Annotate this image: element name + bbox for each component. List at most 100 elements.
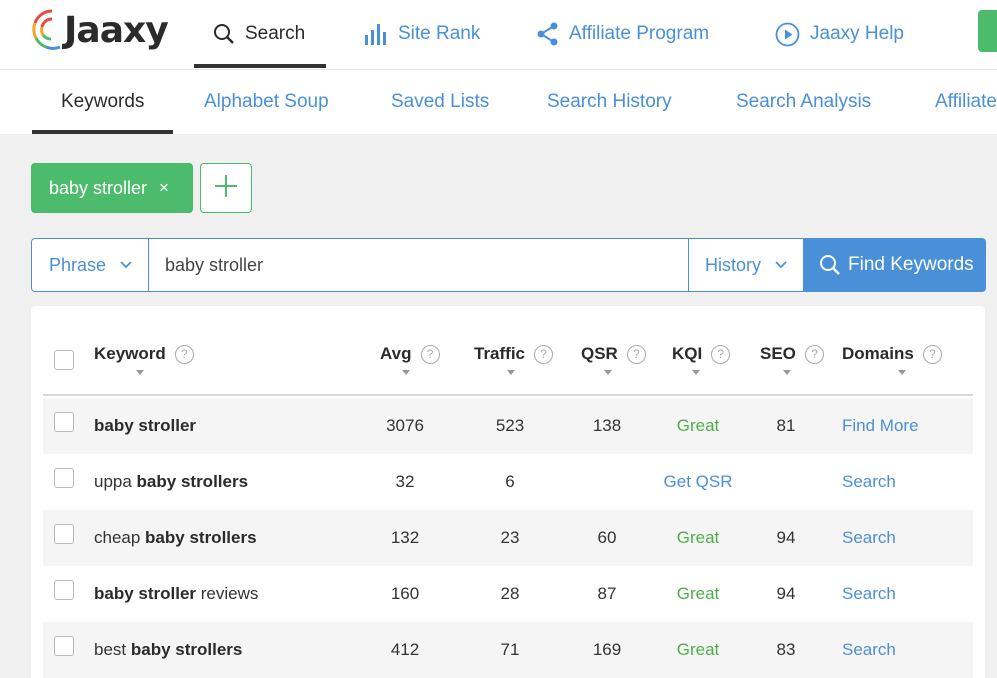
help-icon[interactable]: ?	[420, 344, 440, 364]
domains-link[interactable]: Search	[842, 584, 896, 603]
nav-jaaxy-help-label: Jaaxy Help	[810, 23, 904, 44]
jaaxy-logo[interactable]: Jaaxy	[30, 4, 169, 54]
col-avg-label: Avg	[380, 344, 412, 363]
keyword-tag[interactable]: baby stroller ×	[31, 163, 193, 213]
col-seo[interactable]: SEO ?	[760, 344, 824, 364]
find-keywords-label: Find Keywords	[848, 254, 974, 275]
nav-jaaxy-help[interactable]: Jaaxy Help	[775, 0, 904, 68]
tab-active-indicator	[32, 130, 173, 134]
keyword-cell[interactable]: baby stroller reviews	[94, 566, 258, 622]
row-checkbox[interactable]	[54, 524, 74, 544]
help-icon[interactable]: ?	[626, 344, 646, 364]
domains-link[interactable]: Find More	[842, 416, 919, 435]
chevron-down-icon	[120, 261, 132, 269]
history-label: History	[705, 254, 762, 275]
sort-icon[interactable]	[136, 370, 144, 375]
upgrade-button[interactable]	[978, 10, 997, 52]
help-icon[interactable]: ?	[174, 344, 194, 364]
history-dropdown[interactable]: History	[688, 239, 802, 291]
seo-value: 94	[776, 584, 796, 603]
search-icon	[819, 254, 841, 276]
play-circle-icon	[775, 22, 800, 47]
col-qsr-label: QSR	[581, 344, 618, 363]
tab-search-history[interactable]: Search History	[547, 91, 672, 112]
table-row[interactable]: cheap baby strollers 132 23 60 Great 94 …	[43, 510, 973, 566]
help-icon[interactable]: ?	[534, 344, 554, 364]
match-type-label: Phrase	[49, 254, 107, 275]
sort-icon[interactable]	[402, 370, 410, 375]
nav-affiliate-program[interactable]: Affiliate Program	[537, 0, 709, 68]
row-checkbox[interactable]	[54, 580, 74, 600]
get-qsr-link[interactable]: Get QSR	[663, 472, 733, 491]
keyword-match: baby strollers	[145, 528, 257, 547]
sort-icon[interactable]	[783, 370, 791, 375]
seo-value	[756, 454, 816, 510]
nav-search-label: Search	[245, 23, 306, 44]
keyword-match: baby stroller	[94, 584, 197, 603]
row-checkbox[interactable]	[54, 636, 74, 656]
avg-value: 3076	[386, 416, 424, 435]
domains-link[interactable]: Search	[842, 472, 896, 491]
keyword-match: baby strollers	[130, 640, 243, 659]
kqi-value: Great	[676, 416, 720, 435]
help-icon[interactable]: ?	[804, 344, 824, 364]
qsr-value: 138	[592, 416, 622, 435]
table-row[interactable]: best baby strollers 412 71 169 Great 83 …	[43, 622, 973, 678]
col-kqi-label: KQI	[672, 344, 703, 363]
avg-value: 32	[395, 472, 415, 491]
bar-chart-icon	[364, 23, 388, 45]
nav-active-indicator	[194, 64, 326, 68]
plus-icon	[213, 173, 239, 204]
close-icon[interactable]: ×	[159, 178, 169, 197]
tab-alphabet-soup[interactable]: Alphabet Soup	[204, 91, 329, 112]
avg-value: 132	[390, 528, 420, 547]
qsr-value: 169	[592, 640, 622, 659]
logo-text: Jaaxy	[64, 9, 169, 51]
keyword-cell[interactable]: uppa baby strollers	[94, 454, 248, 510]
col-keyword[interactable]: Keyword ?	[94, 344, 194, 364]
col-domains[interactable]: Domains ?	[842, 344, 942, 364]
table-row[interactable]: baby stroller reviews 160 28 87 Great 94…	[43, 566, 973, 622]
row-checkbox[interactable]	[54, 412, 74, 432]
tab-saved-lists[interactable]: Saved Lists	[391, 91, 490, 112]
nav-site-rank[interactable]: Site Rank	[364, 0, 480, 68]
col-kqi[interactable]: KQI ?	[672, 344, 731, 364]
keyword-cell[interactable]: best baby strollers	[94, 622, 242, 678]
help-icon[interactable]: ?	[922, 344, 942, 364]
traffic-value: 6	[505, 472, 515, 491]
help-icon[interactable]: ?	[711, 344, 731, 364]
find-keywords-button[interactable]: Find Keywords	[803, 238, 986, 292]
search-icon	[213, 23, 235, 45]
add-tag-button[interactable]	[200, 163, 252, 213]
col-traffic-label: Traffic	[474, 344, 526, 363]
tab-search-analysis[interactable]: Search Analysis	[736, 91, 872, 112]
share-icon	[537, 22, 559, 46]
tab-keywords[interactable]: Keywords	[61, 91, 145, 112]
sort-icon[interactable]	[507, 370, 515, 375]
qsr-value: 87	[597, 584, 617, 603]
col-seo-label: SEO	[760, 344, 796, 363]
col-avg[interactable]: Avg ?	[380, 344, 440, 364]
seo-value: 81	[776, 416, 796, 435]
domains-link[interactable]: Search	[842, 528, 896, 547]
search-input[interactable]	[150, 239, 688, 291]
table-row[interactable]: baby stroller 3076 523 138 Great 81 Find…	[43, 398, 973, 454]
keyword-cell[interactable]: baby stroller	[94, 398, 196, 454]
keyword-match: baby stroller	[94, 416, 197, 435]
traffic-value: 28	[500, 584, 520, 603]
keyword-prefix: best	[94, 640, 131, 659]
table-row[interactable]: uppa baby strollers 32 6 Get QSR Search	[43, 454, 973, 510]
domains-link[interactable]: Search	[842, 640, 896, 659]
match-type-dropdown[interactable]: Phrase	[32, 239, 149, 291]
col-traffic[interactable]: Traffic ?	[474, 344, 554, 364]
row-checkbox[interactable]	[54, 468, 74, 488]
traffic-value: 71	[500, 640, 520, 659]
sort-icon[interactable]	[898, 370, 906, 375]
select-all-checkbox[interactable]	[54, 350, 74, 370]
keyword-cell[interactable]: cheap baby strollers	[94, 510, 257, 566]
sort-icon[interactable]	[604, 370, 612, 375]
sort-icon[interactable]	[692, 370, 700, 375]
tab-affiliate[interactable]: Affiliate	[935, 91, 997, 112]
col-qsr[interactable]: QSR ?	[581, 344, 646, 364]
nav-search[interactable]: Search	[213, 0, 305, 68]
